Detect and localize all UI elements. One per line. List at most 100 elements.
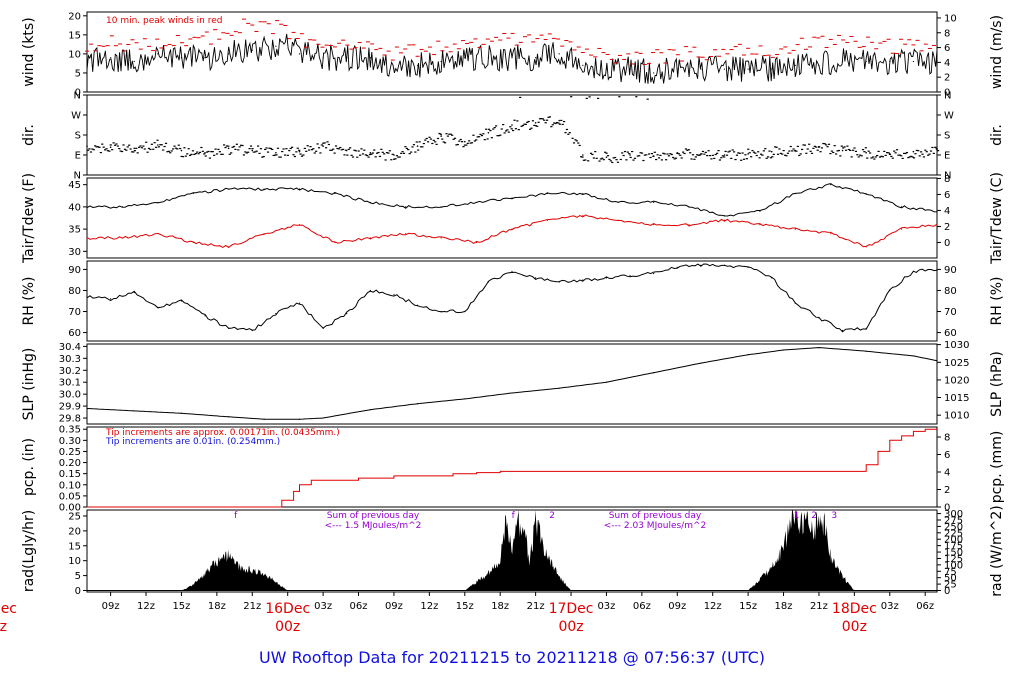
dir-mark xyxy=(880,155,883,157)
series-wind-1 xyxy=(85,18,937,66)
point-slp-0 xyxy=(369,409,371,411)
dir-mark xyxy=(649,156,652,159)
dir-mark xyxy=(272,154,275,157)
dir-mark xyxy=(361,153,365,155)
dir-mark xyxy=(771,156,774,158)
point-rh-0 xyxy=(818,317,820,319)
dir-mark xyxy=(809,150,812,152)
point-wind-0 xyxy=(393,68,395,70)
dir-mark xyxy=(479,133,482,135)
dir-mark xyxy=(468,140,471,142)
dir-mark xyxy=(210,151,213,153)
point-rh-0 xyxy=(464,310,466,313)
right-tick-label-pcp: 8 xyxy=(944,433,950,444)
right-tick-label-rad: 150 xyxy=(944,548,963,559)
left-axis-label-dir: dir. xyxy=(21,124,37,146)
dir-mark xyxy=(534,125,537,127)
series-temp-0 xyxy=(86,183,938,217)
dir-mark xyxy=(893,150,896,152)
dir-mark xyxy=(557,122,560,124)
dir-mark xyxy=(245,152,248,154)
point-slp-0 xyxy=(86,407,88,410)
point-dir xyxy=(487,131,490,134)
dir-mark xyxy=(927,154,930,156)
dir-mark xyxy=(863,151,866,153)
left-tick-label-pcp: 0.20 xyxy=(59,458,81,469)
dir-mark xyxy=(452,138,455,140)
dir-mark xyxy=(298,149,301,151)
dir-mark xyxy=(772,153,775,155)
dir-mark xyxy=(288,149,291,152)
point-dir xyxy=(818,146,820,149)
point-temp-1 xyxy=(688,224,690,226)
dir-mark xyxy=(619,158,622,161)
left-tick-label-temp: 35 xyxy=(68,225,81,236)
dir-mark xyxy=(640,152,644,154)
dir-mark xyxy=(232,145,236,148)
dir-mark xyxy=(912,157,916,159)
left-tick-label-rad: 0 xyxy=(75,586,81,597)
left-tick-label-slp: 29.9 xyxy=(59,402,81,413)
dir-mark xyxy=(446,135,450,137)
line-temp-0 xyxy=(86,183,938,217)
dir-mark xyxy=(439,133,442,135)
point-temp-1 xyxy=(582,215,584,217)
point-wind-0 xyxy=(322,57,324,59)
dir-mark xyxy=(153,142,156,144)
point-slp-0 xyxy=(464,398,466,400)
dir-mark xyxy=(529,128,532,130)
dir-mark xyxy=(320,144,323,146)
dir-mark xyxy=(276,147,280,149)
dir-mark xyxy=(531,120,535,122)
dir-mark xyxy=(118,148,121,150)
dir-mark xyxy=(217,148,220,151)
dir-mark xyxy=(823,143,826,145)
point-dir xyxy=(888,153,891,155)
dir-mark xyxy=(235,143,238,145)
point-dir xyxy=(275,151,277,154)
dir-mark xyxy=(395,155,399,157)
left-tick-label-slp: 30.3 xyxy=(59,354,81,365)
dir-mark xyxy=(638,155,641,157)
dir-mark xyxy=(757,151,760,153)
dir-mark xyxy=(186,153,189,155)
dir-mark xyxy=(929,150,933,152)
dir-mark xyxy=(421,146,424,148)
dir-mark xyxy=(231,146,234,148)
chart-title: UW Rooftop Data for 20211215 to 20211218… xyxy=(258,648,766,667)
dir-mark xyxy=(584,159,587,161)
point-slp-0 xyxy=(133,410,135,412)
point-rh-0 xyxy=(653,273,655,275)
dir-mark xyxy=(228,153,231,155)
dir-mark xyxy=(870,157,873,159)
dir-mark xyxy=(527,120,530,123)
point-dir xyxy=(322,145,324,147)
point-rh-0 xyxy=(794,302,796,304)
dir-mark xyxy=(521,124,525,127)
dir-mark xyxy=(427,141,430,143)
point-wind-0 xyxy=(841,60,844,63)
dir-mark xyxy=(570,96,573,98)
dir-mark xyxy=(429,138,433,140)
dir-mark xyxy=(300,155,304,157)
x-tick-label: 09z xyxy=(102,601,120,612)
dir-mark xyxy=(360,148,363,150)
point-wind-0 xyxy=(865,60,867,63)
point-rh-0 xyxy=(582,279,584,281)
dir-mark xyxy=(359,154,362,156)
dir-mark xyxy=(373,149,376,151)
dir-mark xyxy=(334,145,338,147)
dir-mark xyxy=(248,148,251,150)
right-tick-label-rh: 90 xyxy=(944,265,957,276)
dir-mark xyxy=(132,151,135,153)
dir-mark xyxy=(257,145,260,147)
dir-mark xyxy=(183,147,186,149)
dir-mark xyxy=(221,153,224,155)
point-dir xyxy=(558,119,561,122)
dir-mark xyxy=(574,139,577,141)
dir-mark xyxy=(731,149,734,151)
point-temp-0 xyxy=(900,206,903,208)
dir-mark xyxy=(767,156,770,158)
left-tick-label-slp: 30.2 xyxy=(59,366,81,377)
left-axis-label-rh: RH (%) xyxy=(21,277,37,326)
